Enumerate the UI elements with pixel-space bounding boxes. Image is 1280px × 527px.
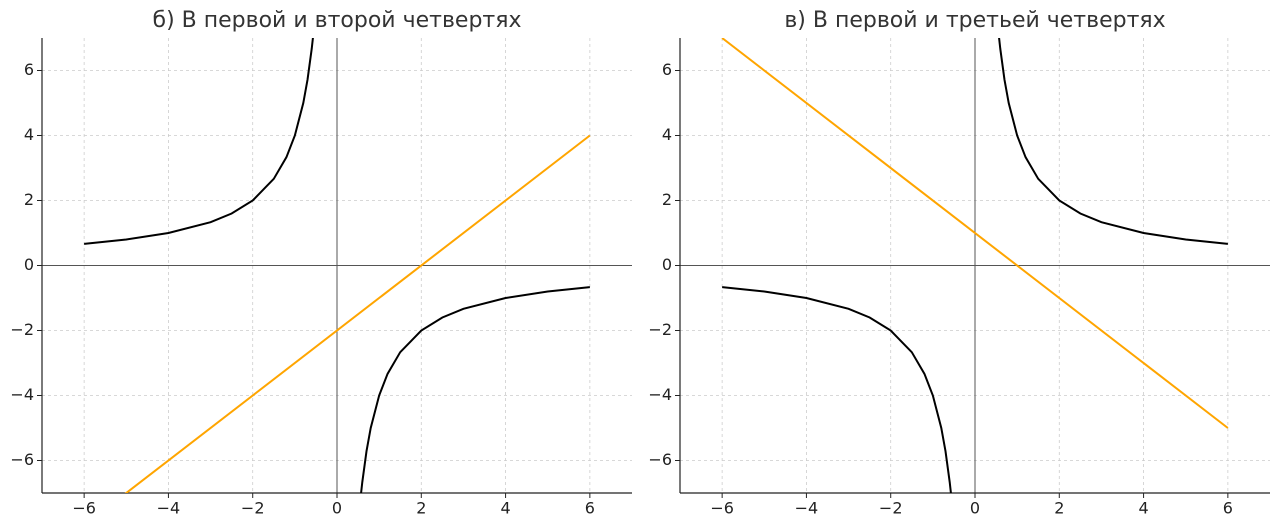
subplot: б) В первой и второй четвертях −6 −4 −2 0 2 4 6… xyxy=(10,8,632,518)
y-tick-label: 2 xyxy=(662,190,672,209)
x-tick-label: 4 xyxy=(1138,499,1148,518)
y-tick-label: −4 xyxy=(10,385,34,404)
x-tick-label: 0 xyxy=(970,499,980,518)
x-tick-label: −2 xyxy=(241,499,265,518)
x-tick-label: −2 xyxy=(879,499,903,518)
y-tick-label: −6 xyxy=(648,450,672,469)
y-tick-label: −2 xyxy=(10,320,34,339)
y-tick-label: −6 xyxy=(10,450,34,469)
series-line xyxy=(722,38,1228,493)
chart-title: б) В первой и второй четвертях xyxy=(153,8,522,33)
series-line xyxy=(124,134,591,493)
y-tick-label: −4 xyxy=(648,385,672,404)
x-tick-label: 2 xyxy=(416,499,426,518)
y-tick-label: 2 xyxy=(24,190,34,209)
y-tick-label: 4 xyxy=(662,125,672,144)
series-line xyxy=(84,38,590,493)
x-tick-label: −6 xyxy=(72,499,96,518)
y-tick-label: 4 xyxy=(24,125,34,144)
x-tick-label: 6 xyxy=(1223,499,1233,518)
y-tick-label: 0 xyxy=(662,255,672,274)
x-tick-label: 2 xyxy=(1054,499,1064,518)
chart-title: в) В первой и третьей четвертях xyxy=(784,8,1165,33)
y-tick-label: 0 xyxy=(24,255,34,274)
y-tick-label: 6 xyxy=(24,60,34,79)
x-tick-label: 0 xyxy=(332,499,342,518)
y-tick-label: 6 xyxy=(662,60,672,79)
x-tick-label: −6 xyxy=(710,499,734,518)
x-tick-label: −4 xyxy=(157,499,181,518)
x-tick-label: 4 xyxy=(500,499,510,518)
x-tick-label: −4 xyxy=(795,499,819,518)
x-tick-label: 6 xyxy=(585,499,595,518)
y-tick-label: −2 xyxy=(648,320,672,339)
series-line xyxy=(721,38,1229,429)
subplot: в) В первой и третьей четвертях −6 −4 −2 0 2 4… xyxy=(648,8,1270,518)
